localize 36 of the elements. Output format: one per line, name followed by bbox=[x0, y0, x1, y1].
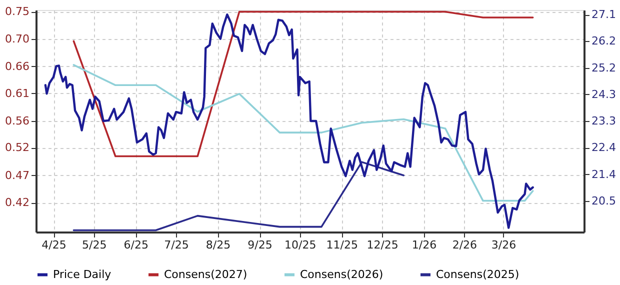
y2-tick-label: 26.2 bbox=[592, 34, 616, 48]
x-tick-label: 1/26 bbox=[412, 238, 437, 252]
legend-label: Price Daily bbox=[53, 268, 112, 281]
x-tick-label: 2/26 bbox=[452, 238, 478, 252]
legend-label: Consens(2026) bbox=[300, 268, 384, 281]
x-tick-label: 3/26 bbox=[491, 238, 516, 252]
y-tick-label: 0.56 bbox=[5, 114, 30, 128]
y-tick-label: 0.42 bbox=[5, 196, 30, 210]
y2-tick-label: 21.4 bbox=[592, 168, 616, 181]
x-tick-label: 6/25 bbox=[124, 238, 148, 252]
line-series bbox=[72, 10, 534, 158]
legend-label: Consens(2027) bbox=[164, 268, 248, 281]
y-tick-label: 0.66 bbox=[5, 60, 30, 73]
line-series bbox=[44, 13, 534, 229]
y2-tick-label: 25.2 bbox=[592, 61, 616, 74]
x-tick-label: 10/25 bbox=[284, 238, 316, 252]
x-tick-label: 8/25 bbox=[206, 238, 231, 252]
legend-label: Consens(2025) bbox=[436, 268, 520, 281]
y-tick-label: 0.75 bbox=[5, 5, 30, 18]
x-tick-label: 12/25 bbox=[366, 238, 398, 252]
y2-tick-label: 23.3 bbox=[592, 114, 616, 128]
y-tick-label: 0.47 bbox=[5, 168, 30, 182]
y2-tick-label: 24.3 bbox=[592, 88, 616, 101]
y-tick-label: 0.70 bbox=[5, 32, 30, 46]
y2-tick-label: 20.5 bbox=[592, 194, 616, 208]
y-tick-label: 0.52 bbox=[5, 141, 30, 154]
line-series bbox=[72, 64, 534, 202]
y2-tick-label: 22.4 bbox=[592, 141, 616, 154]
x-tick-label: 11/25 bbox=[326, 238, 358, 252]
x-tick-label: 9/25 bbox=[248, 238, 272, 252]
x-tick-label: 5/25 bbox=[82, 238, 107, 252]
x-tick-label: 4/25 bbox=[42, 238, 66, 252]
y2-tick-label: 27.1 bbox=[592, 8, 616, 22]
line-series bbox=[72, 161, 404, 232]
y-tick-label: 0.61 bbox=[5, 86, 30, 100]
x-tick-label: 7/25 bbox=[164, 238, 189, 252]
